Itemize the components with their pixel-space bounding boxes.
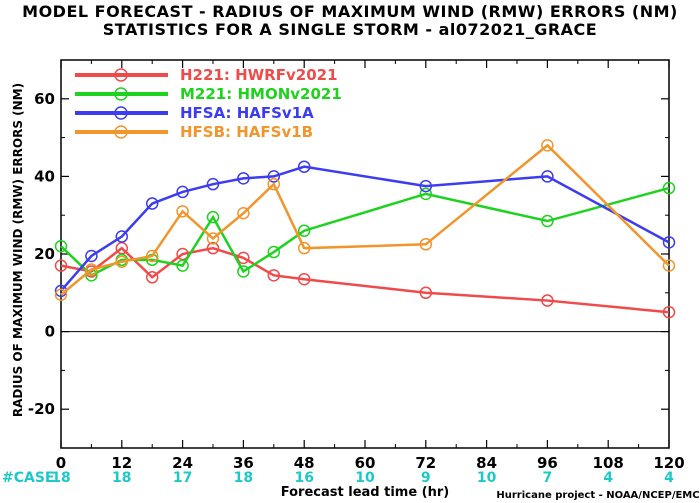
x-tick-label: 0	[56, 454, 66, 472]
data-point	[145, 249, 159, 263]
y-tick-label: 40	[34, 167, 55, 185]
legend-marker	[114, 87, 128, 101]
data-point	[237, 207, 250, 220]
case-count: 18	[234, 470, 253, 486]
x-tick-label: 96	[537, 454, 558, 472]
data-point	[115, 230, 129, 243]
case-label: #CASE	[2, 470, 55, 486]
x-tick-label: 120	[653, 454, 684, 472]
case-count: 4	[603, 470, 613, 486]
data-point	[237, 172, 250, 185]
legend-marker	[114, 68, 128, 82]
x-tick-label: 60	[355, 454, 376, 472]
data-point	[85, 263, 98, 276]
data-point	[54, 259, 68, 272]
legend-label: HFSA: HAFSv1A	[180, 104, 314, 122]
data-point	[662, 305, 676, 319]
data-point	[419, 187, 433, 201]
plot-area: 0181218241736184816601072984109671084120…	[28, 59, 685, 486]
series-line	[60, 186, 670, 277]
data-point	[541, 214, 554, 228]
data-point	[85, 249, 98, 263]
y-axis-label: RADIUS OF MAXIMUM WIND (RMW) ERRORS (NM)	[11, 83, 25, 417]
data-point	[267, 245, 281, 259]
legend-label: H221: HWRFv2021	[180, 66, 338, 84]
data-point	[297, 160, 311, 173]
data-point	[267, 170, 281, 183]
data-point	[297, 272, 311, 286]
data-point	[267, 177, 281, 191]
case-count: 10	[477, 470, 497, 486]
data-point	[115, 255, 129, 269]
series-2	[54, 160, 676, 298]
x-tick-label: 84	[476, 454, 497, 472]
x-axis-label: Forecast lead time (hr)	[281, 485, 449, 500]
y-tick-label: -20	[28, 400, 55, 418]
series-3	[54, 139, 676, 301]
data-point	[54, 239, 68, 253]
case-count: 10	[355, 470, 375, 486]
x-tick-label: 72	[415, 454, 436, 472]
legend-marker	[114, 106, 128, 120]
case-count: 16	[294, 470, 313, 486]
data-point	[267, 269, 281, 282]
case-count: 4	[664, 470, 674, 486]
x-tick-label: 24	[172, 454, 193, 472]
data-point	[662, 259, 676, 272]
data-point	[541, 139, 554, 152]
data-point	[419, 238, 433, 251]
case-count: 7	[543, 470, 553, 486]
chart-subtitle: STATISTICS FOR A SINGLE STORM - al072021…	[102, 20, 598, 39]
case-count: 17	[173, 470, 192, 486]
data-point	[237, 251, 250, 265]
data-point	[419, 179, 433, 193]
case-count: 18	[51, 470, 70, 486]
series-0	[54, 241, 676, 319]
data-point	[176, 205, 189, 218]
data-point	[145, 271, 159, 284]
data-point	[419, 286, 433, 300]
chart-title: MODEL FORECAST - RADIUS OF MAXIMUM WIND …	[22, 2, 678, 21]
series-line	[60, 246, 670, 314]
x-tick-label: 48	[294, 454, 315, 472]
data-point	[176, 185, 189, 199]
credit-text: Hurricane project - NOAA/NCEP/EMC	[496, 490, 699, 501]
data-point	[145, 197, 159, 210]
x-tick-label: 108	[593, 454, 624, 472]
x-tick-label: 12	[111, 454, 132, 472]
case-count: 9	[421, 470, 431, 486]
data-point	[206, 232, 220, 245]
data-point	[206, 241, 220, 255]
data-point	[662, 236, 676, 249]
data-point	[206, 210, 220, 224]
legend-label: HFSB: HAFSv1B	[180, 123, 313, 141]
y-tick-label: 60	[34, 90, 55, 108]
data-point	[297, 241, 311, 255]
data-point	[297, 224, 311, 237]
data-point	[54, 288, 68, 301]
data-point	[662, 181, 676, 195]
y-tick-label: 0	[45, 323, 55, 341]
data-point	[541, 294, 554, 307]
data-point	[541, 170, 554, 183]
data-point	[206, 177, 220, 191]
x-tick-label: 36	[233, 454, 254, 472]
y-tick-label: 20	[34, 245, 55, 263]
data-point	[176, 259, 189, 272]
legend-label: M221: HMONv2021	[180, 85, 342, 103]
legend-marker	[114, 125, 128, 139]
series-1	[54, 181, 676, 282]
case-count: 18	[112, 470, 131, 486]
data-point	[237, 265, 250, 278]
